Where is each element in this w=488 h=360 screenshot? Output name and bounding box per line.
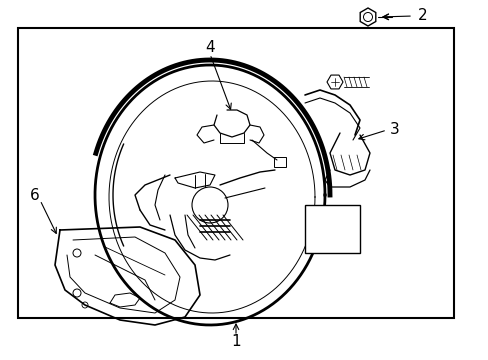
Text: 2: 2	[417, 9, 427, 23]
Bar	[273, 157, 285, 167]
Bar	[305, 205, 359, 253]
Text: 3: 3	[389, 122, 399, 138]
Text: 1: 1	[231, 334, 240, 350]
Text: 6: 6	[30, 188, 40, 202]
Bar	[18, 28, 453, 318]
Text: 4: 4	[205, 40, 214, 55]
Text: 5: 5	[317, 228, 326, 243]
